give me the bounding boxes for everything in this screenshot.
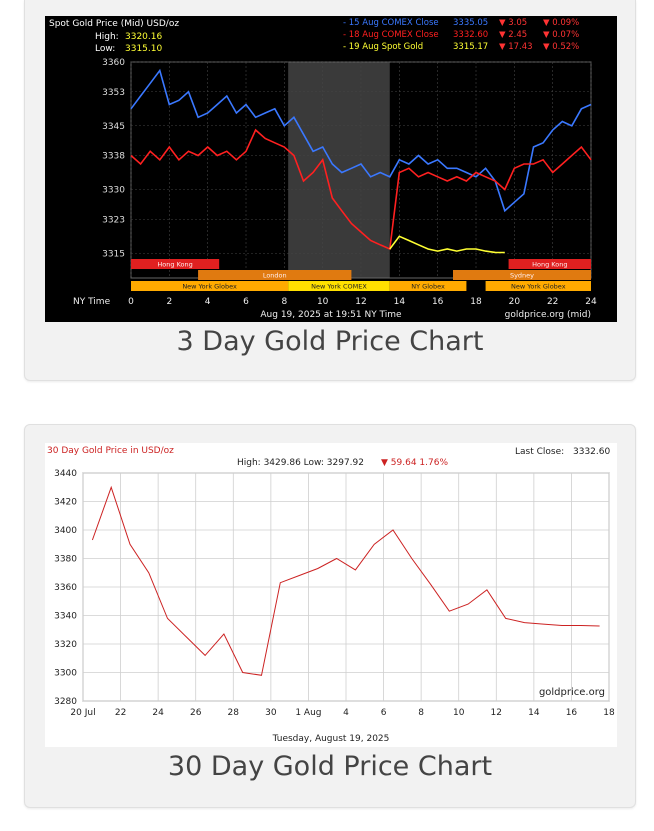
thirty-day-chart-card: 20 Jul 22 24 26 28 30 1 Aug 4 6 8 10 12 14 16 18 3440 34… [24,424,636,808]
y-tick-label: 3420 [54,498,77,508]
legend-value: 3335.05 [453,18,488,28]
x-tick-label: 28 [228,708,240,718]
x-tick-label: 24 [585,297,597,307]
series-line [130,128,592,251]
session-label: NY Globex [411,283,445,291]
legend-name: - 18 Aug COMEX Close [343,30,439,40]
session-bar [508,259,591,269]
y-tick-label: 3315 [102,249,125,259]
y-tick-label: 3320 [54,640,77,650]
series-line [130,68,592,213]
session-label: New York COMEX [311,283,367,291]
session-label: London [263,272,287,280]
watermark: goldprice.org [539,687,605,698]
y-tick-label: 3380 [54,555,77,565]
high-low-stats: High: 3429.86 Low: 3297.92 [237,458,364,468]
x-tick-label: 16 [432,297,444,307]
session-bar [485,281,591,291]
y-tick-label: 3300 [54,669,77,679]
x-tick-label: 8 [418,708,424,718]
session-bar [131,281,289,291]
chart-footer: Aug 19, 2025 at 19:51 NY Time [260,310,402,320]
legend-name: - 15 Aug COMEX Close [343,18,439,28]
x-tick-label: 22 [115,708,126,718]
last-close-label: Last Close: [515,447,564,457]
legend-name: - 19 Aug Spot Gold [343,42,423,52]
chart-date: Tuesday, August 19, 2025 [272,734,390,744]
x-tick-label: 18 [470,297,482,307]
x-tick-label: 4 [343,708,349,718]
legend-percent: ▼ 0.09% [543,18,579,28]
x-tick-label: 24 [152,708,164,718]
session-label: Sydney [510,272,534,280]
x-axis-label: NY Time [73,297,111,307]
chart-title: 30 Day Gold Price in USD/oz [47,446,174,456]
y-tick-label: 3330 [102,186,125,196]
x-tick-label: 20 [509,297,521,307]
y-tick-label: 3360 [54,583,77,593]
high-label: High: [95,32,119,42]
legend-change: ▼ 3.05 [499,18,527,28]
session-label: New York Globex [182,283,237,291]
session-bar [131,259,220,269]
three-day-chart-svg: 3360 3353 3345 3338 3330 3323 3315 Hong Kong Hon… [49,18,597,320]
three-day-chart-caption: 3 Day Gold Price Chart [176,326,484,357]
x-tick-label: 10 [317,297,329,307]
x-tick-label: 10 [453,708,465,718]
legend-value: 3315.17 [453,42,488,52]
y-tick-label: 3360 [102,58,125,68]
session-label: Hong Kong [157,261,192,269]
three-day-chart: 3360 3353 3345 3338 3330 3323 3315 Hong Kong Hon… [45,16,617,322]
low-label: Low: [95,44,115,54]
x-tick-label: 22 [547,297,558,307]
x-tick-label: 12 [491,708,502,718]
y-tick-label: 3440 [54,469,77,479]
chart-source: goldprice.org (mid) [505,310,591,320]
high-value: 3320.16 [125,32,162,42]
x-tick-label: 1 Aug [295,708,321,718]
legend-percent: ▼ 0.07% [543,30,579,40]
session-bar [198,270,352,280]
thirty-day-chart-svg: 20 Jul 22 24 26 28 30 1 Aug 4 6 8 10 12 14 16 18 3440 34… [47,446,615,744]
three-day-chart-card: 3360 3353 3345 3338 3330 3323 3315 Hong Kong Hon… [24,0,636,381]
x-tick-label: 16 [566,708,578,718]
session-label: Hong Kong [532,261,567,269]
x-tick-label: 12 [355,297,366,307]
session-label: New York Globex [511,283,566,291]
x-tick-label: 8 [281,297,287,307]
y-tick-label: 3338 [102,152,125,162]
legend-change: ▼ 17.43 [499,42,533,52]
y-tick-label: 3280 [54,697,77,707]
series-line [389,235,505,254]
thirty-day-chart: 20 Jul 22 24 26 28 30 1 Aug 4 6 8 10 12 14 16 18 3440 34… [45,443,617,747]
price-change: ▼ 59.64 1.76% [381,458,448,468]
last-close-value: 3332.60 [573,447,610,457]
y-tick-label: 3323 [102,215,125,225]
y-tick-label: 3340 [54,612,77,622]
legend-change: ▼ 2.45 [499,30,527,40]
session-bar [453,270,591,280]
x-tick-label: 14 [528,708,540,718]
x-tick-label: 14 [394,297,406,307]
x-tick-label: 2 [166,297,172,307]
session-bar [389,281,467,291]
x-tick-label: 26 [190,708,202,718]
x-tick-label: 20 Jul [70,708,95,718]
legend-value: 3332.60 [453,30,488,40]
x-tick-label: 6 [381,708,387,718]
legend-percent: ▼ 0.52% [543,42,579,52]
low-value: 3315.10 [125,44,162,54]
x-tick-label: 6 [243,297,249,307]
y-tick-label: 3353 [102,88,125,98]
x-tick-label: 30 [265,708,277,718]
chart-title: Spot Gold Price (Mid) USD/oz [49,19,179,29]
y-tick-label: 3400 [54,526,77,536]
series-line [91,485,600,676]
x-tick-label: 4 [205,297,211,307]
y-tick-label: 3345 [102,122,125,132]
x-tick-label: 0 [128,297,134,307]
thirty-day-chart-caption: 30 Day Gold Price Chart [167,751,493,782]
x-tick-label: 18 [603,708,615,718]
session-bar [288,281,390,291]
